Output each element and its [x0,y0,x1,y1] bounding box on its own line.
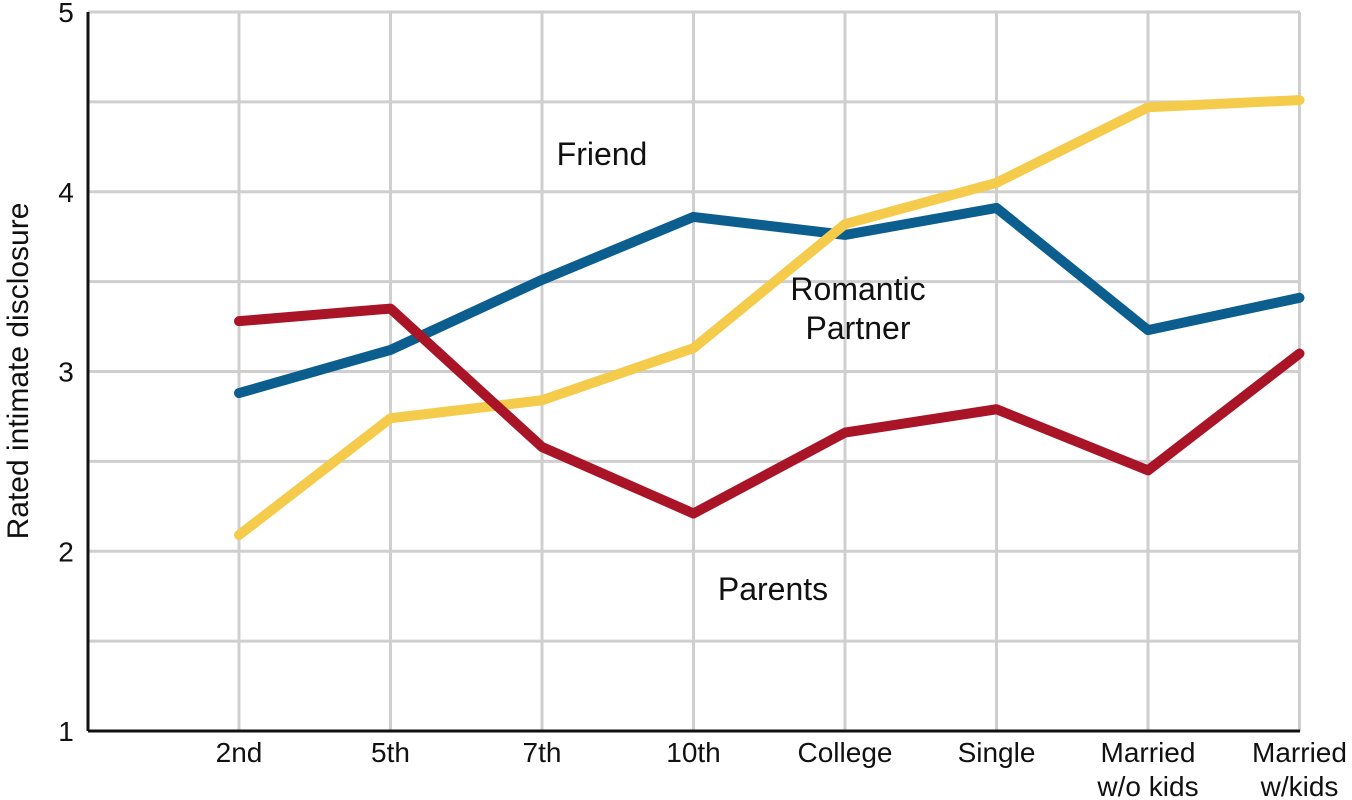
x-tick-label: College [798,737,893,768]
series-label-romantic-partner: Romantic Partner [790,271,925,346]
series-lines [234,95,1305,541]
y-tick-labels: 1 2 3 4 5 [58,0,74,747]
y-tick-label: 4 [58,177,74,208]
y-tick-label: 2 [58,536,74,567]
x-tick-label: Single [958,737,1036,768]
x-tick-label: 10th [666,737,721,768]
x-tick-labels: 2nd 5th 7th 10th College Single Married w/o kid… [216,737,1347,800]
y-tick-label: 5 [58,0,74,28]
series-labels: Friend Romantic Partner Parents [557,136,926,607]
y-tick-label: 1 [58,716,74,747]
y-axis-title: Rated intimate disclosure [2,203,35,540]
x-tick-label: Married w/o kids [1096,737,1198,800]
x-tick-label: 2nd [216,737,263,768]
series-label-parents: Parents [718,571,828,607]
grid-lines [88,10,1301,731]
x-tick-label: 5th [371,737,410,768]
axes [86,12,1300,733]
x-tick-label: Married w/kids [1252,737,1347,800]
y-tick-label: 3 [58,357,74,388]
series-line-friend [234,202,1305,399]
series-line-parents [234,303,1305,519]
series-line-romantic-partner [234,95,1305,541]
x-tick-label: 7th [523,737,562,768]
series-label-friend: Friend [557,136,648,172]
